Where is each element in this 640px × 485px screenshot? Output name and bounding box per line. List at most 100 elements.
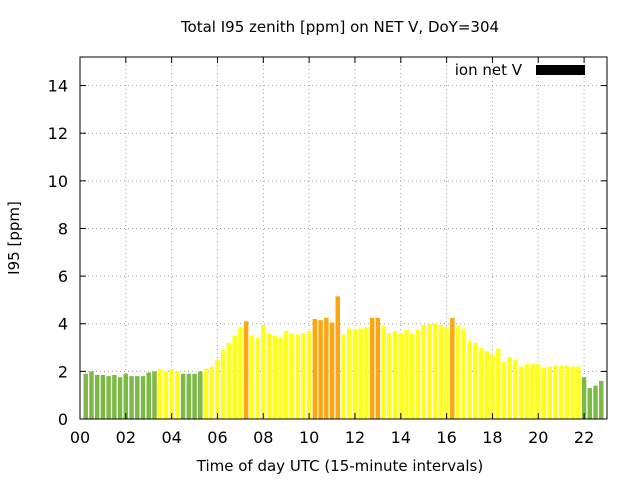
- bar: [387, 333, 392, 419]
- bar: [375, 317, 381, 419]
- y-tick-label: 4: [58, 315, 68, 334]
- bar: [564, 365, 570, 419]
- bar: [518, 366, 524, 419]
- legend: ion net V: [455, 61, 585, 79]
- bar: [209, 366, 214, 419]
- legend-label: ion net V: [455, 61, 523, 79]
- bar: [106, 376, 111, 419]
- bar: [94, 374, 100, 419]
- y-tick-label: 12: [48, 124, 68, 143]
- x-tick-label: 02: [116, 428, 136, 447]
- bar: [83, 373, 88, 419]
- bar: [484, 351, 489, 420]
- bar: [467, 340, 472, 419]
- bar: [146, 372, 151, 419]
- bar: [266, 333, 272, 419]
- bar: [226, 342, 232, 419]
- bar: [450, 317, 455, 419]
- bar: [444, 327, 449, 419]
- bar: [215, 359, 220, 419]
- bar: [490, 354, 495, 419]
- plot-frame: [79, 56, 608, 420]
- bar: [249, 335, 255, 419]
- bar: [135, 376, 140, 419]
- x-tick-label: 00: [70, 428, 90, 447]
- bar: [358, 328, 363, 419]
- bar: [283, 330, 289, 419]
- bar: [346, 328, 352, 419]
- bar: [553, 365, 558, 419]
- x-tick-label: 04: [161, 428, 181, 447]
- bar: [295, 334, 300, 419]
- y-tick-label: 2: [58, 362, 68, 381]
- x-axis-label: Time of day UTC (15-minute intervals): [196, 457, 483, 475]
- bar: [558, 365, 564, 419]
- legend-swatch: [536, 65, 585, 75]
- bar: [180, 373, 186, 419]
- bar: [432, 323, 438, 419]
- bar: [524, 364, 530, 419]
- x-tick-label: 22: [574, 428, 594, 447]
- bar: [318, 320, 323, 419]
- bar: [175, 371, 180, 419]
- bar: [536, 364, 541, 419]
- bar: [478, 347, 484, 419]
- bar: [117, 377, 123, 419]
- bar: [404, 329, 409, 419]
- bar: [473, 342, 478, 419]
- bar: [599, 380, 604, 419]
- bar: [381, 326, 386, 419]
- bar: [123, 373, 129, 419]
- bar: [169, 368, 174, 419]
- bar: [272, 335, 277, 419]
- x-tick-label: 16: [436, 428, 456, 447]
- bar: [495, 348, 501, 419]
- y-tick-label: 6: [58, 267, 68, 286]
- bar: [324, 317, 329, 419]
- bar: [438, 324, 444, 419]
- bar: [261, 324, 266, 419]
- bar: [415, 329, 421, 419]
- bar: [192, 373, 197, 419]
- bar: [341, 334, 346, 419]
- y-tick-label: 14: [48, 77, 68, 96]
- bar: [306, 330, 312, 419]
- y-tick-label: 8: [58, 219, 68, 238]
- bar: [232, 335, 237, 419]
- bar: [392, 330, 398, 419]
- chart-title: Total I95 zenith [ppm] on NET V, DoY=304: [180, 18, 499, 36]
- bar: [220, 349, 226, 419]
- bar: [89, 371, 94, 419]
- bar: [255, 338, 260, 419]
- bar: [186, 373, 192, 419]
- bar: [289, 333, 295, 419]
- bar: [398, 333, 404, 419]
- x-tick-label: 06: [207, 428, 227, 447]
- bar: [278, 338, 283, 419]
- bar: [129, 376, 134, 419]
- y-tick-label: 0: [58, 410, 68, 429]
- bar: [581, 377, 587, 419]
- bar: [541, 367, 547, 419]
- bar: [352, 329, 358, 419]
- bar: [243, 321, 249, 419]
- bar: [369, 317, 375, 419]
- bar: [427, 323, 432, 419]
- x-tick-label: 08: [253, 428, 273, 447]
- bar: [364, 327, 369, 419]
- bar: [198, 371, 203, 419]
- bars: [83, 296, 604, 420]
- bar: [530, 364, 535, 419]
- bar: [570, 366, 575, 419]
- bar: [461, 328, 467, 419]
- bar: [238, 327, 243, 419]
- bar: [112, 374, 117, 419]
- x-tick-label: 10: [299, 428, 319, 447]
- bar: [312, 318, 318, 419]
- bar: [203, 368, 209, 419]
- bar: [513, 359, 518, 419]
- bar: [576, 366, 581, 419]
- bar: [547, 366, 552, 419]
